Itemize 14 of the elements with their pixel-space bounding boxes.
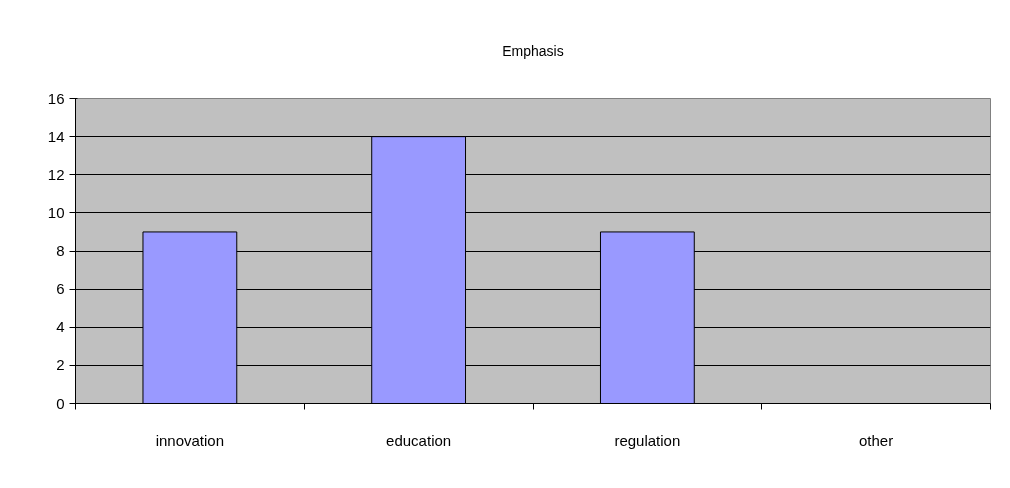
y-tick-label: 6 xyxy=(56,280,65,298)
y-tick-label: 4 xyxy=(56,318,65,336)
y-tick-label: 10 xyxy=(47,203,65,221)
y-tick-label: 0 xyxy=(56,394,65,412)
y-tick-label: 12 xyxy=(47,165,65,183)
y-tick-label: 14 xyxy=(47,127,65,145)
x-tick-label: education xyxy=(386,431,452,449)
x-tick-label: other xyxy=(859,431,894,449)
x-tick-label: innovation xyxy=(155,431,225,449)
y-tick-label: 8 xyxy=(56,242,65,259)
y-tick-label: 16 xyxy=(47,89,65,107)
x-tick-label: regulation xyxy=(614,431,681,449)
chart-title: Emphasis xyxy=(502,42,564,59)
y-tick-label: 2 xyxy=(56,356,65,374)
